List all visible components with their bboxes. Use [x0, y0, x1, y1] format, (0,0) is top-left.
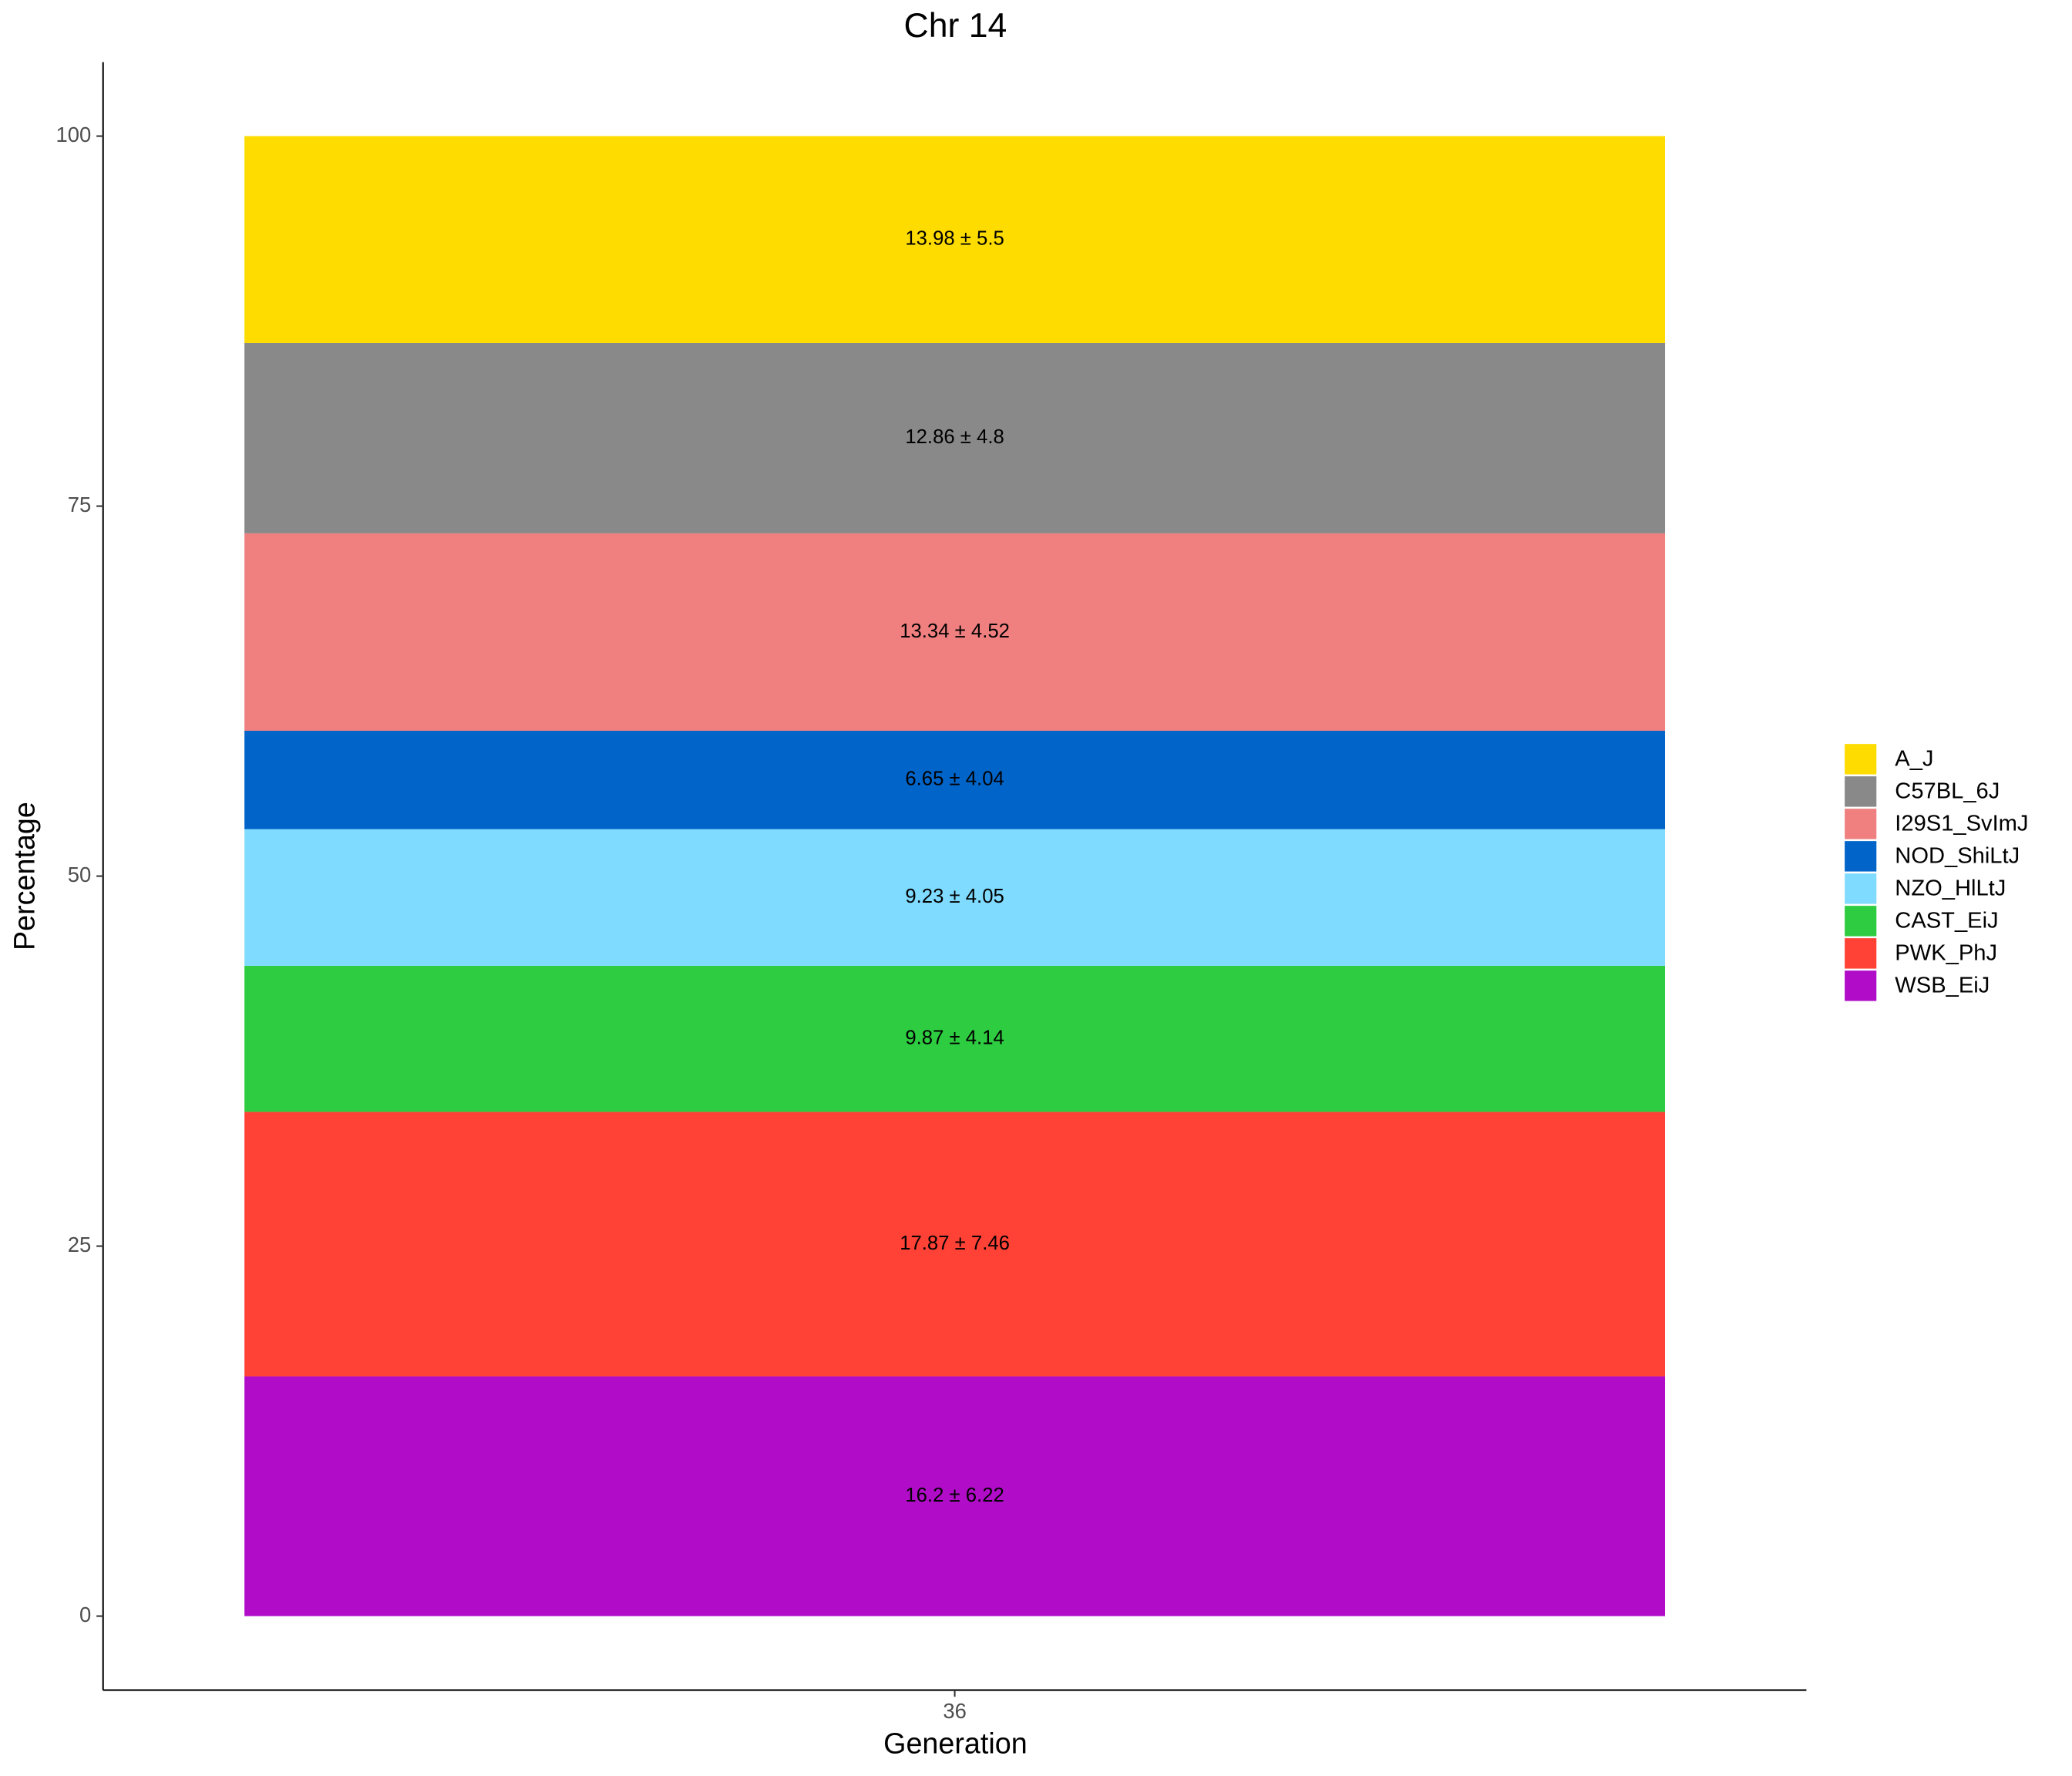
bar-segment: [244, 136, 1666, 343]
y-tick-label: 100: [56, 123, 92, 146]
legend-label: NOD_ShiLtJ: [1895, 843, 2020, 868]
bar-segment: [244, 1376, 1666, 1616]
bar-segment: [244, 731, 1666, 829]
legend-label: PWK_PhJ: [1895, 940, 1997, 965]
data-label: 12.86 ± 4.8: [905, 426, 1004, 448]
legend-label: CAST_EiJ: [1895, 908, 1998, 933]
x-tick-label: 36: [943, 1699, 966, 1723]
legend-key: [1845, 809, 1877, 839]
y-axis-title: Percentage: [8, 802, 40, 950]
data-label: 13.34 ± 4.52: [900, 621, 1010, 642]
legend-label: C57BL_6J: [1895, 779, 2000, 803]
data-label: 17.87 ± 7.46: [900, 1233, 1010, 1254]
data-label: 9.87 ± 4.14: [905, 1027, 1004, 1048]
bar-segment: [244, 533, 1666, 732]
legend-key: [1845, 841, 1877, 872]
x-axis-title: Generation: [883, 1727, 1028, 1760]
data-label: 6.65 ± 4.04: [905, 769, 1004, 790]
legend-label: A_J: [1895, 746, 1933, 771]
data-label: 13.98 ± 5.5: [905, 228, 1004, 250]
y-tick-label: 75: [68, 493, 91, 516]
y-tick-label: 50: [68, 863, 91, 886]
legend-label: WSB_EiJ: [1895, 973, 1990, 997]
y-tick-label: 0: [79, 1603, 91, 1626]
legend-key: [1845, 776, 1877, 807]
bar-segment: [244, 1112, 1666, 1377]
y-tick-label: 25: [68, 1233, 91, 1256]
legend-key: [1845, 906, 1877, 937]
legend-key: [1845, 744, 1877, 775]
data-label: 16.2 ± 6.22: [905, 1485, 1004, 1506]
legend-key: [1845, 970, 1877, 1001]
chart-title: Chr 14: [904, 7, 1007, 45]
legend-label: NZO_HlLtJ: [1895, 876, 2006, 900]
data-label: 9.23 ± 4.05: [905, 886, 1004, 907]
legend-key: [1845, 938, 1877, 969]
legend-key: [1845, 873, 1877, 904]
bar-segment: [244, 829, 1666, 966]
bar-segment: [244, 965, 1666, 1112]
legend-label: I29S1_SvImJ: [1895, 811, 2028, 836]
bar-segment: [244, 342, 1666, 533]
